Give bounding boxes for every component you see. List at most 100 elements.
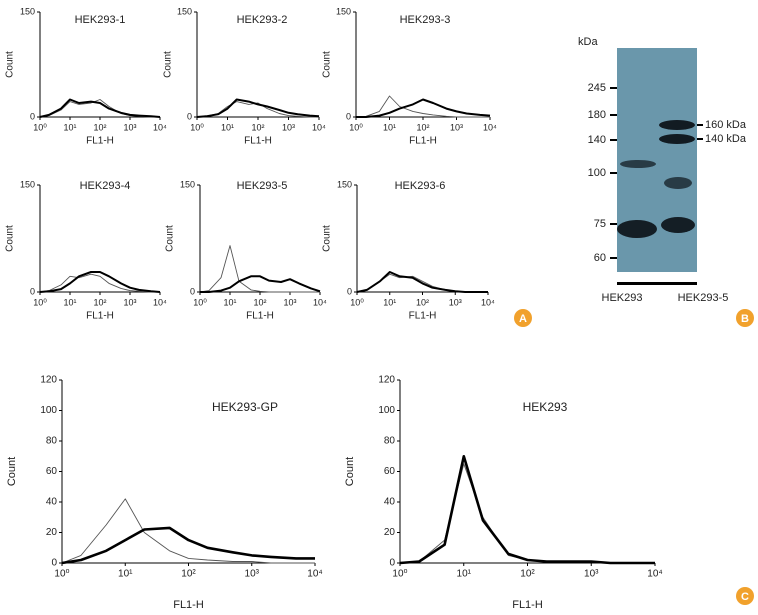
x-tick-label: 10³ xyxy=(584,569,599,580)
x-tick-label: 10³ xyxy=(450,122,463,132)
band xyxy=(659,120,695,130)
x-tick-label: 10¹ xyxy=(383,122,396,132)
y-tick-label: 0 xyxy=(347,286,352,296)
x-tick-label: 10⁴ xyxy=(313,297,327,307)
y-tick-label: 0 xyxy=(346,111,351,121)
x-tick-label: 10² xyxy=(251,122,264,132)
y-tick-label: 40 xyxy=(46,497,58,508)
x-tick-label: 10³ xyxy=(123,297,136,307)
panel-label: C xyxy=(741,591,749,603)
blot-unit: kDa xyxy=(578,36,598,48)
x-tick-label: 10⁴ xyxy=(153,297,167,307)
marker-label: 75 xyxy=(594,218,606,230)
axes xyxy=(355,12,490,118)
y-tick-label: 150 xyxy=(177,6,192,16)
band xyxy=(664,177,692,189)
x-tick-label: 10⁰ xyxy=(350,297,364,307)
x-tick-label: 10³ xyxy=(449,297,462,307)
y-tick-label: 0 xyxy=(51,558,57,569)
x-tick-label: 10⁰ xyxy=(54,569,69,580)
x-axis-label: FL1-H xyxy=(409,136,437,147)
x-tick-label: 10⁴ xyxy=(481,297,495,307)
histogram-line xyxy=(199,245,320,293)
chart-title: HEK293-3 xyxy=(400,14,451,26)
y-tick-label: 150 xyxy=(180,179,195,189)
x-tick-label: 10¹ xyxy=(221,122,234,132)
panel-label: A xyxy=(519,313,527,325)
histogram-line xyxy=(355,95,490,118)
x-axis-label: FL1-H xyxy=(86,311,114,322)
histogram-line xyxy=(356,98,491,118)
x-tick-label: 10³ xyxy=(283,297,296,307)
x-tick-label: 10² xyxy=(93,122,106,132)
histogram-line xyxy=(39,98,161,118)
band xyxy=(661,217,695,233)
x-tick-label: 10⁴ xyxy=(153,122,167,132)
y-tick-label: 0 xyxy=(30,111,35,121)
panel-badge xyxy=(736,309,754,327)
x-tick-label: 10² xyxy=(93,297,106,307)
x-tick-label: 10¹ xyxy=(63,122,76,132)
western-blot xyxy=(617,48,697,285)
x-tick-label: 10² xyxy=(416,122,429,132)
x-tick-label: 10³ xyxy=(245,569,260,580)
y-tick-label: 150 xyxy=(336,6,351,16)
y-tick-label: 100 xyxy=(40,405,57,416)
y-axis-label: Count xyxy=(322,225,333,252)
x-tick-label: 10² xyxy=(416,297,429,307)
band xyxy=(620,160,656,168)
x-axis-label: FL1-H xyxy=(246,311,274,322)
chart-title: HEK293-2 xyxy=(237,14,288,26)
x-tick-label: 10⁰ xyxy=(190,122,204,132)
histogram-line xyxy=(356,271,488,293)
marker-label: 245 xyxy=(588,82,606,94)
histogram-line xyxy=(61,498,315,564)
chart-title: HEK293 xyxy=(523,400,568,414)
chart-title: HEK293-5 xyxy=(237,180,288,192)
x-axis-label: FL1-H xyxy=(86,136,114,147)
histogram-line xyxy=(399,455,655,565)
y-tick-label: 20 xyxy=(46,527,58,538)
y-tick-label: 40 xyxy=(384,497,396,508)
x-tick-label: 10² xyxy=(520,569,535,580)
y-tick-label: 80 xyxy=(384,436,396,447)
histogram-line xyxy=(39,273,160,293)
marker-label: 60 xyxy=(594,252,606,264)
histogram-line xyxy=(39,271,161,293)
y-tick-label: 120 xyxy=(40,375,57,386)
x-tick-label: 10⁰ xyxy=(349,122,363,132)
x-axis-label: FL1-H xyxy=(173,599,204,611)
y-tick-label: 100 xyxy=(378,405,395,416)
x-tick-label: 10¹ xyxy=(118,569,133,580)
y-tick-label: 60 xyxy=(384,466,396,477)
histogram-line xyxy=(196,98,320,118)
y-axis-label: Count xyxy=(5,225,16,252)
y-axis-label: Count xyxy=(322,51,333,78)
x-tick-label: 10¹ xyxy=(383,297,396,307)
x-tick-label: 10⁴ xyxy=(647,569,662,580)
band xyxy=(617,220,657,238)
chart-title: HEK293-4 xyxy=(80,180,131,192)
y-axis-label: Count xyxy=(5,51,16,78)
y-tick-label: 0 xyxy=(389,558,395,569)
panel-badge xyxy=(514,309,532,327)
x-tick-label: 10⁰ xyxy=(392,569,407,580)
y-axis-label: Count xyxy=(344,457,356,486)
y-tick-label: 20 xyxy=(384,527,396,538)
x-tick-label: 10⁰ xyxy=(33,122,47,132)
histogram-line xyxy=(200,275,321,293)
x-axis-label: FL1-H xyxy=(244,136,272,147)
panel-badge xyxy=(736,587,754,605)
x-axis-label: FL1-H xyxy=(409,311,437,322)
band-label: 140 kDa xyxy=(705,133,747,145)
y-tick-label: 0 xyxy=(190,286,195,296)
band-label: 160 kDa xyxy=(705,119,747,131)
y-axis-label: Count xyxy=(6,457,18,486)
y-axis-label: Count xyxy=(163,51,174,78)
y-tick-label: 0 xyxy=(187,111,192,121)
histogram-line xyxy=(61,526,315,565)
y-tick-label: 150 xyxy=(337,179,352,189)
x-tick-label: 10³ xyxy=(282,122,295,132)
x-tick-label: 10¹ xyxy=(223,297,236,307)
x-tick-label: 10⁰ xyxy=(33,297,47,307)
